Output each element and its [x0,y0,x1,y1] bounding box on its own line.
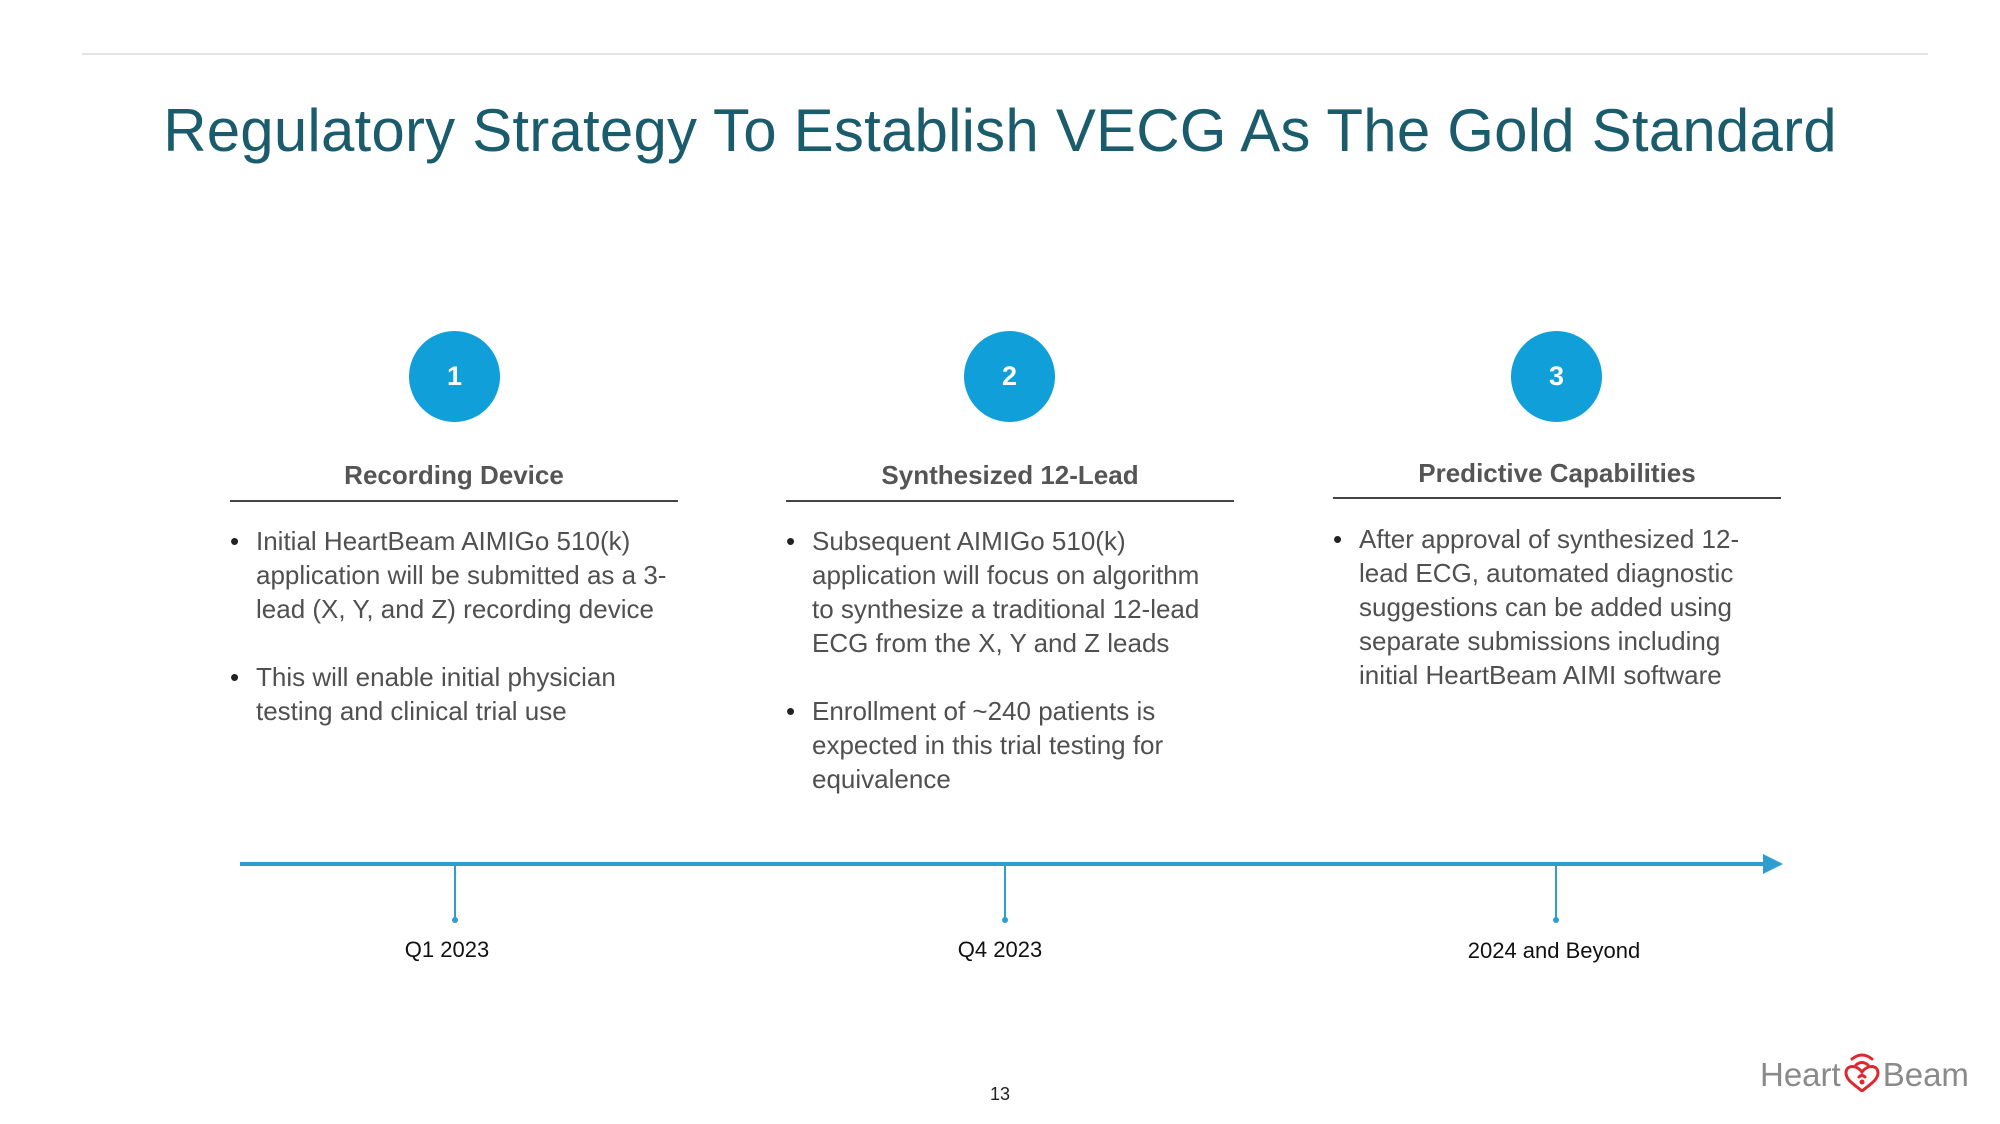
step-1-divider [230,500,678,502]
step-3-circle: 3 [1511,331,1602,422]
step-3-heading: Predictive Capabilities [1418,458,1696,488]
timeline-arrowhead [1763,854,1783,874]
top-divider [82,53,1928,55]
bullet-item: Initial HeartBeam AIMIGo 510(k) applicat… [230,524,670,626]
heart-wifi-icon [1843,1050,1881,1100]
step-1-circle: 1 [409,331,500,422]
step-2-heading: Synthesized 12-Lead [881,460,1139,490]
timeline-tick [1555,864,1557,920]
step-2-divider [786,500,1234,502]
step-1-bullets: Initial HeartBeam AIMIGo 510(k) applicat… [230,524,670,762]
slide-title: Regulatory Strategy To Establish VECG As… [163,97,1837,164]
bullet-item: Subsequent AIMIGo 510(k) application wil… [786,524,1216,660]
timeline-tick [454,864,456,920]
logo-text-beam: Beam [1882,1056,1969,1093]
milestone-label-3: 2024 and Beyond [1467,938,1641,963]
bullet-item: This will enable initial physician testi… [230,660,670,728]
page-number: 13 [989,1084,1011,1104]
milestone-label-1: Q1 2023 [404,937,490,962]
milestone-label-2: Q4 2023 [957,937,1043,962]
timeline-tick-dot [452,917,458,923]
logo-text-heart: Heart [1760,1056,1841,1093]
step-3-divider [1333,497,1781,499]
timeline-tick-dot [1553,917,1559,923]
timeline-tick [1004,864,1006,920]
timeline-tick-dot [1002,917,1008,923]
step-2-circle: 2 [964,331,1055,422]
step-3-bullets: After approval of synthesized 12-lead EC… [1333,522,1763,726]
heartbeam-logo: Heart Beam [1760,1050,1969,1100]
step-1-heading: Recording Device [344,460,564,490]
bullet-item: Enrollment of ~240 patients is expected … [786,694,1216,796]
bullet-item: After approval of synthesized 12-lead EC… [1333,522,1763,692]
step-2-bullets: Subsequent AIMIGo 510(k) application wil… [786,524,1216,830]
